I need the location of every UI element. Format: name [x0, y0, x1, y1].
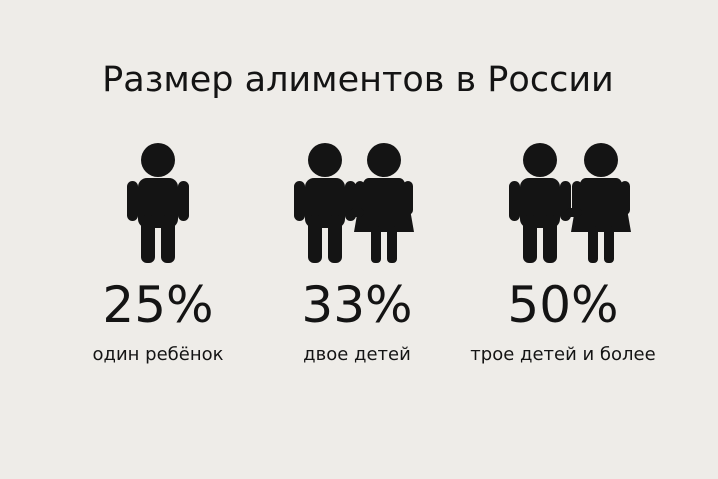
icon-one-child — [127, 143, 189, 263]
label: один ребёнок — [93, 344, 224, 365]
percent: 33% — [301, 276, 412, 334]
percent: 25% — [102, 276, 213, 334]
label: двое детей — [303, 344, 411, 365]
label: трое детей и более — [470, 344, 655, 365]
icon-two-children — [294, 143, 414, 263]
title: Размер алиментов в России — [102, 60, 614, 100]
icon-three-children — [509, 143, 631, 263]
percent: 50% — [507, 276, 618, 334]
